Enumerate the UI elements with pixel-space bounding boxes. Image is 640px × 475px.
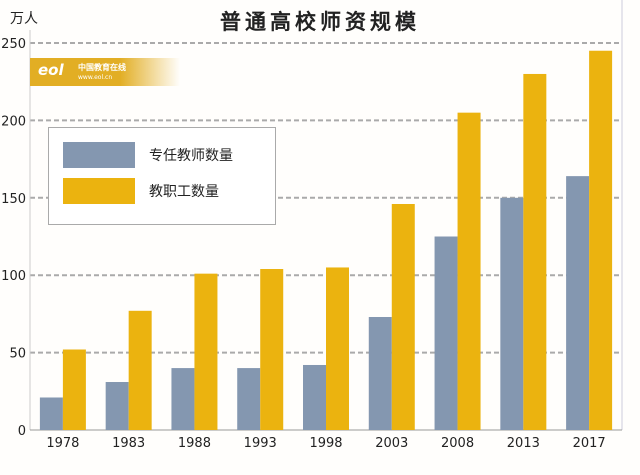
x-tick-label: 1983 (112, 436, 145, 451)
y-axis-unit: 万人 (10, 11, 38, 27)
x-tick-label: 2013 (507, 436, 540, 451)
bar-teachers-1993 (237, 368, 261, 430)
legend-label: 教职工数量 (149, 184, 219, 200)
legend-swatch (63, 142, 135, 168)
y-tick-label: 200 (1, 114, 26, 129)
x-tick-label: 2008 (441, 436, 474, 451)
logo-url: www.eol.cn (78, 74, 113, 81)
legend: 专任教师数量 教职工数量 (48, 127, 276, 225)
y-tick-label: 50 (9, 347, 26, 362)
legend-item-staff: 教职工数量 (63, 178, 219, 204)
bar-teachers-2008 (434, 236, 458, 430)
bar-teachers-2003 (368, 316, 392, 430)
bar-teachers-1998 (303, 364, 326, 430)
y-tick-label: 150 (1, 192, 26, 207)
x-tick-label: 1978 (46, 436, 79, 451)
bar-staff-1988 (194, 273, 218, 430)
eol-watermark-logo: eol 中国教育在线 www.eol.cn (30, 58, 180, 86)
x-tick-label: 2003 (375, 436, 408, 451)
bar-teachers-2017 (566, 176, 590, 430)
chart-title: 普通高校师资规模 (220, 10, 420, 34)
bar-teachers-1978 (39, 397, 63, 430)
bar-staff-2008 (457, 112, 481, 430)
x-tick-label: 1988 (178, 436, 211, 451)
bar-staff-1998 (326, 267, 349, 430)
bar-staff-1983 (128, 310, 152, 430)
bar-staff-2013 (523, 73, 547, 431)
x-tick-label: 1993 (244, 436, 277, 451)
legend-label: 专任教师数量 (149, 148, 233, 164)
y-tick-label: 250 (1, 37, 26, 52)
bar-teachers-1988 (171, 368, 195, 430)
y-tick-label: 100 (1, 269, 26, 284)
legend-swatch (63, 178, 135, 204)
bar-staff-2003 (391, 203, 415, 430)
x-tick-label: 2017 (573, 436, 606, 451)
bar-staff-1993 (260, 269, 284, 430)
legend-item-teachers: 专任教师数量 (63, 142, 233, 168)
x-tick-label: 1998 (309, 436, 342, 451)
bar-teachers-2013 (500, 197, 524, 430)
bar-staff-1978 (62, 349, 86, 430)
bar-staff-2017 (589, 50, 613, 431)
bar-teachers-1983 (105, 382, 129, 430)
y-tick-label: 0 (18, 424, 26, 439)
logo-mark: eol (38, 61, 64, 79)
logo-text: 中国教育在线 (78, 63, 126, 72)
